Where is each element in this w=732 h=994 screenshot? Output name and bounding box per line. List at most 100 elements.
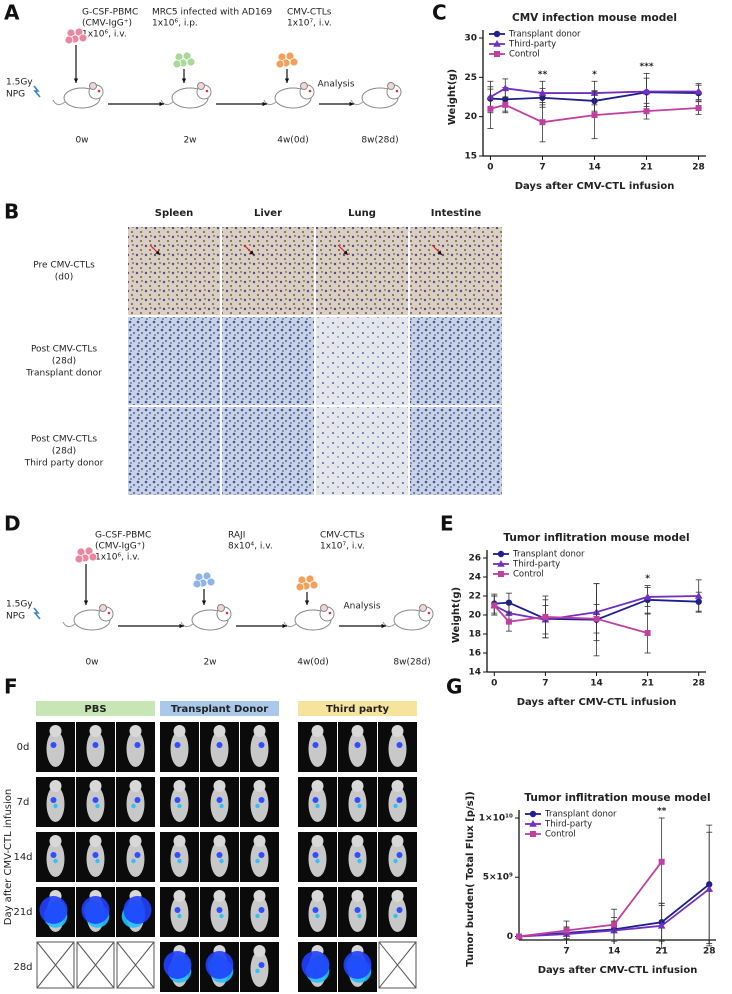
y-tick-label: 16 bbox=[468, 649, 481, 659]
mouse-silhouette bbox=[210, 786, 229, 822]
significance: ** bbox=[538, 70, 548, 80]
mouse-silhouette bbox=[250, 951, 269, 987]
mouse-silhouette-head bbox=[253, 725, 266, 737]
x-tick-label: 28 bbox=[692, 163, 705, 173]
mouse bbox=[263, 82, 315, 109]
mouse-silhouette-head bbox=[129, 725, 142, 737]
mouse-silhouette-head bbox=[253, 945, 266, 957]
y-axis-label: Weight(g) bbox=[451, 587, 462, 643]
y-tick-label: 1×10¹⁰ bbox=[479, 814, 513, 824]
signal bbox=[174, 797, 181, 803]
mouse-eye bbox=[205, 89, 209, 93]
mouse bbox=[52, 82, 104, 109]
mouse-eye bbox=[395, 89, 399, 93]
cell bbox=[78, 33, 88, 43]
signal bbox=[357, 858, 362, 864]
mouse bbox=[283, 604, 335, 631]
mouse-silhouette-head bbox=[173, 780, 186, 792]
row-label: Pre CMV-CTLs bbox=[33, 261, 95, 271]
conditioning-label: NPG bbox=[6, 612, 25, 622]
signal bbox=[258, 907, 265, 913]
step-label: 1x10⁶, i.v. bbox=[82, 30, 127, 40]
cell bbox=[309, 580, 319, 590]
x-tick-label: 21 bbox=[655, 947, 668, 957]
signal bbox=[258, 852, 265, 858]
point bbox=[538, 89, 547, 96]
signal bbox=[219, 913, 224, 919]
time-label: 4w(0d) bbox=[277, 136, 309, 146]
mouse-tail bbox=[283, 621, 297, 628]
arrow-head bbox=[343, 250, 348, 255]
mouse-silhouette-head bbox=[49, 835, 62, 847]
significance: *** bbox=[639, 62, 653, 72]
lightning bbox=[33, 607, 41, 620]
mouse-ear bbox=[99, 604, 107, 612]
cross bbox=[36, 941, 75, 989]
mouse-silhouette-head bbox=[391, 835, 404, 847]
column-header: Intestine bbox=[431, 208, 482, 219]
x-axis-label: Days after CMV-CTL infusion bbox=[515, 181, 675, 192]
x-tick-label: 28 bbox=[703, 947, 716, 957]
point bbox=[491, 602, 498, 609]
mouse-silhouette-head bbox=[213, 725, 226, 737]
row-label: (d0) bbox=[55, 273, 73, 283]
histology-image bbox=[128, 407, 220, 495]
signal bbox=[177, 803, 182, 809]
signal bbox=[357, 803, 362, 809]
cell bbox=[182, 51, 192, 61]
group-header-bg bbox=[160, 701, 279, 716]
mouse-silhouette bbox=[126, 731, 145, 767]
x-tick-label: 0 bbox=[487, 163, 493, 173]
mouse-silhouette-head bbox=[351, 725, 364, 737]
arrow-head bbox=[181, 78, 187, 83]
mouse-silhouette-head bbox=[311, 890, 324, 902]
lightning bbox=[33, 85, 41, 98]
cross bbox=[76, 941, 115, 989]
signal bbox=[131, 803, 136, 809]
step-label: RAJI bbox=[228, 531, 245, 541]
time-label: 2w bbox=[183, 136, 196, 146]
signal bbox=[216, 852, 223, 858]
arrow-head bbox=[159, 101, 164, 107]
analysis-label: Analysis bbox=[343, 602, 380, 612]
x-tick-label: 14 bbox=[588, 163, 601, 173]
legend-marker bbox=[498, 571, 504, 577]
row-label: Post CMV-CTLs bbox=[31, 345, 97, 355]
mouse-silhouette-head bbox=[173, 890, 186, 902]
mouse-silhouette bbox=[388, 731, 407, 767]
x-tick-label: 21 bbox=[641, 679, 654, 689]
point bbox=[657, 921, 666, 929]
row-label: 0d bbox=[17, 742, 30, 753]
signal bbox=[312, 797, 319, 803]
mouse-tail bbox=[62, 621, 76, 628]
signal bbox=[315, 913, 320, 919]
time-label: 8w(28d) bbox=[393, 658, 430, 668]
y-axis-label: Tumor burden( Total Flux [p/s]) bbox=[465, 791, 476, 966]
legend-marker bbox=[493, 30, 501, 38]
mouse-silhouette-head bbox=[253, 835, 266, 847]
point bbox=[643, 108, 650, 115]
point bbox=[658, 858, 665, 865]
legend-label: Transplant donor bbox=[508, 30, 581, 40]
x-tick-label: 14 bbox=[590, 679, 603, 689]
histology-image bbox=[410, 317, 502, 405]
mouse-silhouette-head bbox=[129, 780, 142, 792]
signal bbox=[216, 907, 223, 913]
mouse-silhouette-head bbox=[49, 725, 62, 737]
cell bbox=[206, 577, 216, 587]
time-label: 0w bbox=[85, 658, 98, 668]
signal bbox=[354, 852, 361, 858]
x-tick-label: 21 bbox=[640, 163, 653, 173]
signal bbox=[92, 742, 99, 748]
cell bbox=[186, 57, 196, 67]
point bbox=[644, 630, 651, 637]
mouse-silhouette-head bbox=[213, 835, 226, 847]
signal bbox=[315, 803, 320, 809]
histology-image bbox=[128, 317, 220, 405]
mouse-silhouette bbox=[388, 841, 407, 877]
series-line bbox=[518, 861, 663, 938]
x-tick-label: 14 bbox=[608, 947, 621, 957]
point bbox=[502, 101, 509, 108]
legend-label: Third-party bbox=[512, 560, 560, 570]
histology-image bbox=[410, 407, 502, 495]
